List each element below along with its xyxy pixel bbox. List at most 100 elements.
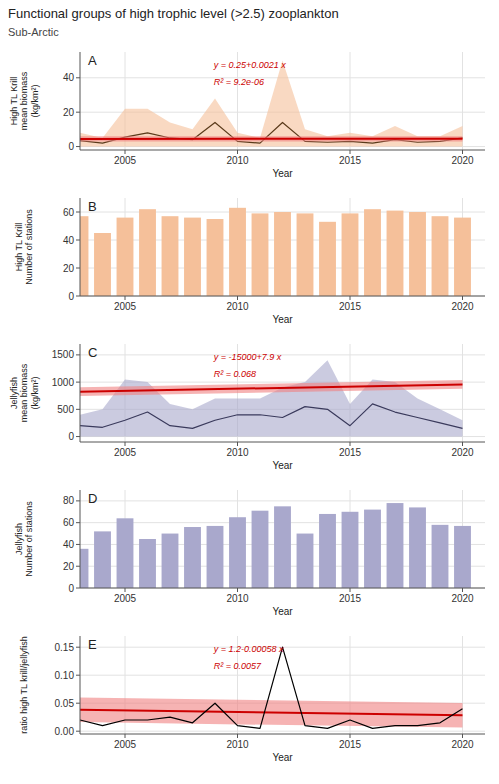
bar xyxy=(454,526,471,588)
line xyxy=(80,404,463,429)
annotation: y = 0.25+0.0021 x xyxy=(213,60,287,70)
x-tick-label: 2015 xyxy=(339,593,362,604)
tick-mark xyxy=(76,77,80,78)
y-axis-label-line: mean biomass xyxy=(19,363,29,422)
tick-mark xyxy=(76,522,80,523)
y-tick-label: 0.15 xyxy=(55,642,75,653)
x-axis-label: Year xyxy=(272,168,293,179)
y-tick-label: 20 xyxy=(63,263,75,274)
bar xyxy=(80,549,88,588)
bar xyxy=(80,216,88,296)
x-axis-label: Year xyxy=(272,460,293,471)
line xyxy=(80,122,463,143)
tick-mark xyxy=(350,442,351,446)
grid-line xyxy=(80,296,485,297)
x-tick-label: 2015 xyxy=(339,739,362,750)
line xyxy=(80,647,463,728)
grid-line xyxy=(80,675,485,676)
y-axis-label: Jellyfishmean biomass(kg/km²) xyxy=(9,363,40,422)
x-axis-line xyxy=(80,734,485,735)
line xyxy=(80,138,463,140)
bar xyxy=(454,218,471,296)
bar xyxy=(342,512,359,588)
y-tick-label: 1000 xyxy=(52,377,75,388)
tick-mark xyxy=(462,296,463,300)
tick-mark xyxy=(125,442,126,446)
annotation: R² = 0.0057 xyxy=(214,661,262,671)
tick-mark xyxy=(76,382,80,383)
y-tick-label: 0 xyxy=(68,431,74,442)
y-axis-label: High TL Krillmean biomass(kg/km²) xyxy=(9,71,40,130)
x-axis-line xyxy=(80,588,485,589)
y-tick-label: 0.05 xyxy=(55,698,75,709)
bar xyxy=(274,212,291,296)
bar xyxy=(117,518,134,588)
y-axis-label-line: Jellyfish xyxy=(14,523,24,555)
panel: 0500100015002005201020152020YearJellyfis… xyxy=(9,344,486,471)
bar xyxy=(342,213,359,296)
y-tick-label: 0 xyxy=(68,583,74,594)
y-tick-label: 20 xyxy=(63,107,75,118)
y-axis-label-line: (kg/km²) xyxy=(30,377,40,410)
line xyxy=(80,710,463,716)
grid-line xyxy=(80,500,485,501)
tick-mark xyxy=(76,409,80,410)
bar xyxy=(117,218,134,296)
x-tick-label: 2010 xyxy=(226,593,249,604)
y-axis-label-line: (kg/km²) xyxy=(30,85,40,118)
y-axis-label: ratio high TL krill/jellyfish xyxy=(19,636,29,734)
band xyxy=(80,360,463,436)
bar xyxy=(184,527,201,588)
tick-mark xyxy=(125,150,126,154)
tick-mark xyxy=(76,436,80,437)
plot-area xyxy=(80,208,471,296)
tick-mark xyxy=(462,734,463,738)
tick-mark xyxy=(237,296,238,300)
y-axis-line xyxy=(80,636,81,734)
panel: 020402005201020152020YearHigh TL Krillme… xyxy=(9,52,486,179)
tick-mark xyxy=(462,442,463,446)
bar xyxy=(297,213,314,296)
x-tick-label: 2005 xyxy=(114,155,137,166)
x-tick-label: 2005 xyxy=(114,593,137,604)
tick-mark xyxy=(76,354,80,355)
y-tick-label: 500 xyxy=(57,404,74,415)
x-axis-line xyxy=(80,296,485,297)
band xyxy=(80,380,463,396)
x-axis-label: Year xyxy=(272,606,293,617)
bar xyxy=(432,216,449,296)
bar xyxy=(94,233,111,296)
bar xyxy=(409,507,426,588)
tick-mark xyxy=(237,588,238,592)
y-axis-label-line: Jellyfish xyxy=(9,377,19,409)
tick-mark xyxy=(125,296,126,300)
bar xyxy=(297,534,314,588)
bar xyxy=(162,534,179,588)
chart-root: Functional groups of high trophic level … xyxy=(0,0,499,784)
tick-mark xyxy=(237,442,238,446)
tick-mark xyxy=(76,647,80,648)
y-axis-label-line: High TL Krill xyxy=(14,223,24,272)
x-tick-label: 2005 xyxy=(114,301,137,312)
tick-mark xyxy=(237,150,238,154)
bar xyxy=(139,539,156,588)
tick-mark xyxy=(125,588,126,592)
panel-label: A xyxy=(88,53,97,68)
panel-label: D xyxy=(88,491,97,506)
panel: 0.000.050.100.152005201020152020Yearrati… xyxy=(19,636,485,763)
y-axis-label-line: mean biomass xyxy=(19,71,29,130)
bar xyxy=(387,503,404,588)
plot-area xyxy=(80,647,463,728)
y-axis-line xyxy=(80,198,81,296)
x-tick-label: 2005 xyxy=(114,447,137,458)
annotation: R² = 0.068 xyxy=(214,369,256,379)
bar xyxy=(94,531,111,588)
tick-mark xyxy=(76,240,80,241)
y-tick-label: 0.10 xyxy=(55,670,75,681)
panel-label: B xyxy=(88,199,97,214)
y-axis-label: High TL KrillNumber of stations xyxy=(14,209,35,285)
tick-mark xyxy=(76,212,80,213)
panel-label: E xyxy=(88,637,97,652)
band xyxy=(80,697,463,727)
grid-line xyxy=(80,731,485,732)
